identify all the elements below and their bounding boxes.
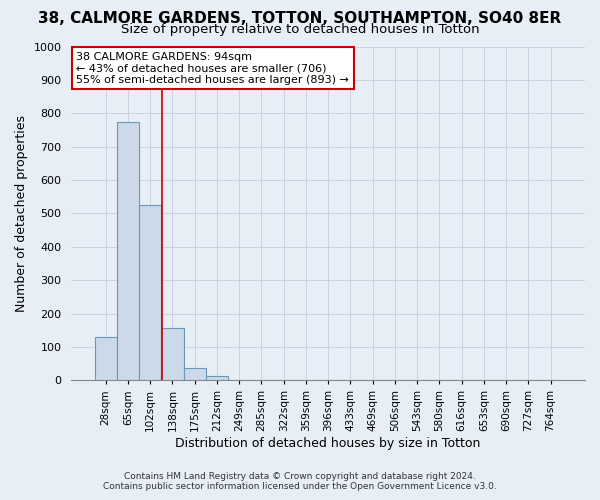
Bar [161,328,184,380]
Bar [95,337,117,380]
Y-axis label: Number of detached properties: Number of detached properties [15,115,28,312]
Bar [206,376,228,380]
Text: Contains HM Land Registry data © Crown copyright and database right 2024.
Contai: Contains HM Land Registry data © Crown c… [103,472,497,491]
Text: 38, CALMORE GARDENS, TOTTON, SOUTHAMPTON, SO40 8ER: 38, CALMORE GARDENS, TOTTON, SOUTHAMPTON… [38,11,562,26]
Bar [117,122,139,380]
Bar [139,205,161,380]
Text: Size of property relative to detached houses in Totton: Size of property relative to detached ho… [121,22,479,36]
Bar [184,368,206,380]
X-axis label: Distribution of detached houses by size in Totton: Distribution of detached houses by size … [175,437,481,450]
Text: 38 CALMORE GARDENS: 94sqm
← 43% of detached houses are smaller (706)
55% of semi: 38 CALMORE GARDENS: 94sqm ← 43% of detac… [76,52,349,84]
